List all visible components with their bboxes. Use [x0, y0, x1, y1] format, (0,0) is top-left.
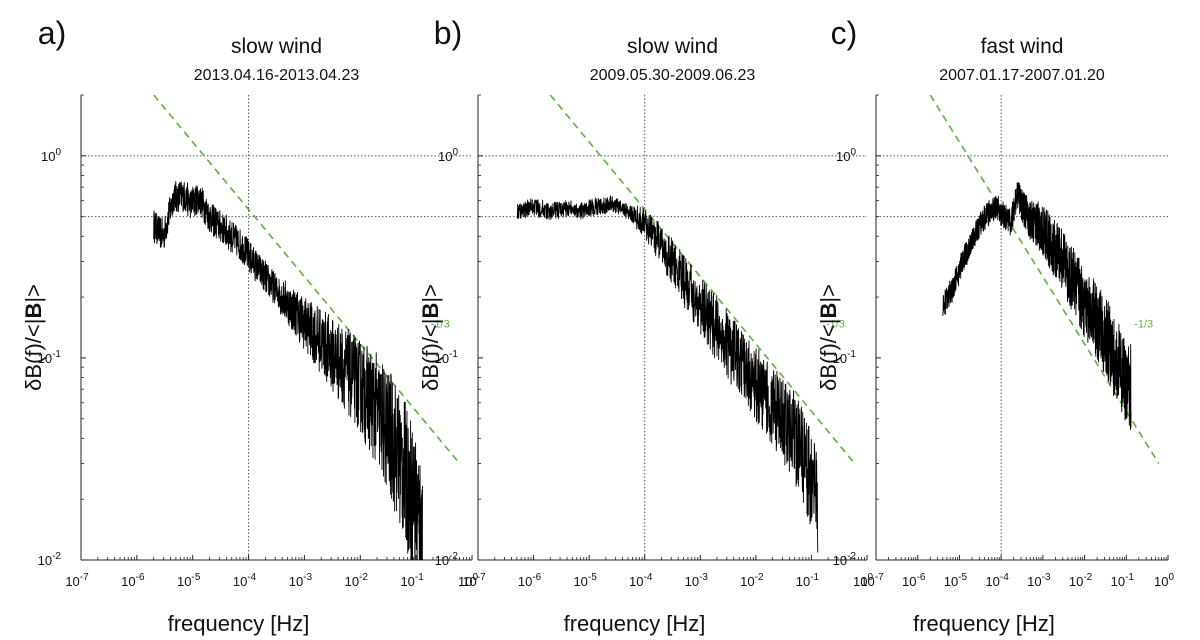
spectrum-line: [153, 181, 423, 560]
slope-label: -1/3: [826, 318, 845, 330]
x-tick-label: 10-4: [233, 572, 257, 589]
y-tick-label: 100: [41, 147, 61, 164]
x-tick-label: 10-3: [685, 572, 709, 589]
x-tick-label: 10-1: [796, 572, 820, 589]
panel-title: slow wind: [231, 35, 322, 58]
slope-label: -1/3: [1134, 318, 1153, 330]
x-tick-label: 10-3: [289, 572, 313, 589]
y-axis-title: δB(f)/<|B|>: [816, 284, 841, 391]
x-tick-label: 10-5: [177, 572, 201, 589]
y-tick-label: 10-2: [38, 551, 62, 568]
y-axis-title: δB(f)/<|B|>: [418, 284, 443, 391]
x-tick-label: 10-4: [629, 572, 653, 589]
y-tick-label: 10-1: [38, 349, 62, 366]
x-axis-title: frequency [Hz]: [913, 611, 1055, 636]
y-tick-label: 10-2: [833, 551, 857, 568]
x-tick-label: 10-7: [462, 572, 486, 589]
slope-reference-line: [153, 95, 461, 465]
panel-title: slow wind: [627, 35, 718, 58]
slope-reference-line: [929, 95, 1160, 465]
y-tick-label: 100: [836, 147, 856, 164]
x-axis-title: frequency [Hz]: [168, 611, 310, 636]
y-axis-title: δB(f)/<|B|>: [21, 284, 46, 391]
x-tick-label: 10-6: [121, 572, 145, 589]
x-tick-label: 10-7: [860, 572, 884, 589]
x-axis-title: frequency [Hz]: [564, 611, 706, 636]
spectrum-line: [516, 195, 819, 553]
y-tick-label: 100: [438, 147, 458, 164]
x-tick-label: 10-6: [902, 572, 926, 589]
panel-letter: b): [434, 15, 462, 51]
x-tick-label: 10-2: [740, 572, 764, 589]
x-tick-label: 10-7: [65, 572, 89, 589]
slope-label: -1/3: [431, 318, 450, 330]
y-tick-label: 10-1: [833, 349, 857, 366]
x-tick-label: 10-3: [1027, 572, 1051, 589]
chart-panel-2: b) slow wind 2009.05.30-2009.06.23 10-7 10-6…: [418, 15, 873, 636]
x-tick-label: 100: [853, 572, 873, 589]
x-tick-label: 10-5: [944, 572, 968, 589]
x-tick-label: 10-2: [1069, 572, 1093, 589]
x-tick-label: 100: [458, 572, 478, 589]
y-tick-label: 10-1: [435, 349, 459, 366]
panel-date-range: 2007.01.17-2007.01.20: [939, 67, 1105, 84]
chart-panel-1: a) slow wind 2013.04.16-2013.04.23 10-7 10-6…: [21, 15, 478, 636]
x-tick-label: 10-1: [400, 572, 424, 589]
x-tick-label: 10-5: [573, 572, 597, 589]
x-tick-label: 10-6: [518, 572, 542, 589]
panel-title: fast wind: [981, 35, 1064, 58]
panel-letter: c): [831, 15, 858, 51]
slope-reference-line: [549, 95, 856, 465]
panel-date-range: 2013.04.16-2013.04.23: [194, 67, 360, 84]
x-tick-label: 10-1: [1111, 572, 1135, 589]
x-tick-label: 10-4: [985, 572, 1009, 589]
panel-letter: a): [38, 15, 66, 51]
panel-date-range: 2009.05.30-2009.06.23: [590, 67, 756, 84]
x-tick-label: 10-2: [345, 572, 369, 589]
spectrum-line: [942, 182, 1132, 431]
chart-panel-3: c) fast wind 2007.01.17-2007.01.20 10-7 10-6…: [816, 15, 1174, 636]
y-tick-label: 10-2: [435, 551, 459, 568]
x-tick-label: 100: [1154, 572, 1174, 589]
